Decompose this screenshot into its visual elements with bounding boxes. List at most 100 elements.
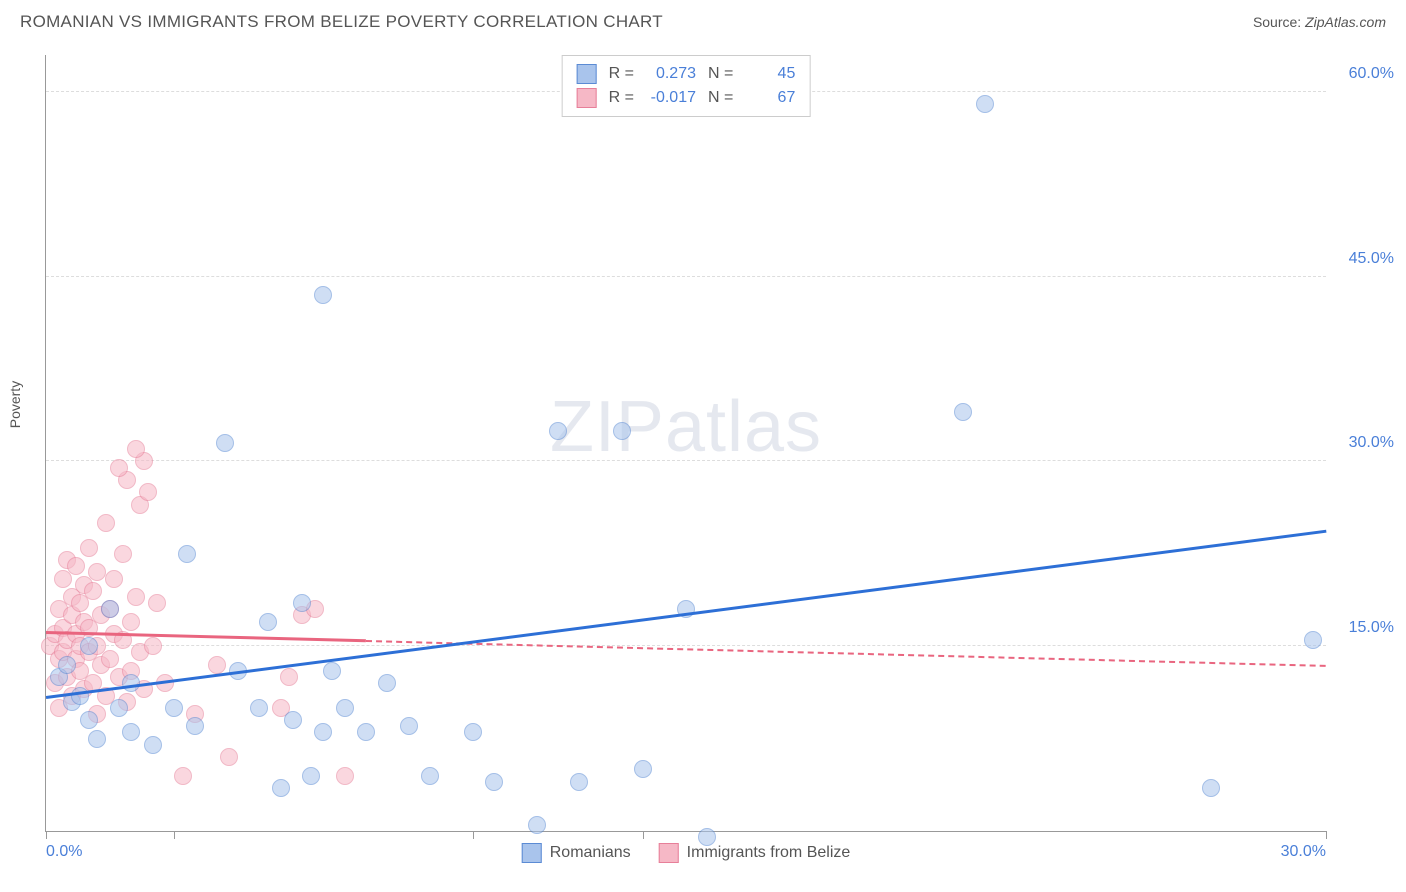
data-point-romanians (186, 717, 204, 735)
data-point-romanians (165, 699, 183, 717)
data-point-romanians (259, 613, 277, 631)
data-point-belize (67, 557, 85, 575)
gridline (46, 460, 1326, 461)
data-point-romanians (122, 723, 140, 741)
data-point-romanians (1304, 631, 1322, 649)
swatch-belize (659, 843, 679, 863)
data-point-romanians (323, 662, 341, 680)
data-point-belize (114, 545, 132, 563)
chart-title: ROMANIAN VS IMMIGRANTS FROM BELIZE POVER… (20, 12, 663, 32)
data-point-romanians (101, 600, 119, 618)
x-tick (473, 831, 474, 839)
data-point-belize (127, 440, 145, 458)
data-point-romanians (144, 736, 162, 754)
source-label: Source: (1253, 14, 1301, 30)
data-point-romanians (613, 422, 631, 440)
data-point-belize (280, 668, 298, 686)
data-point-romanians (421, 767, 439, 785)
x-tick (46, 831, 47, 839)
gridline (46, 645, 1326, 646)
y-tick-label: 45.0% (1349, 250, 1394, 268)
data-point-romanians (400, 717, 418, 735)
gridline (46, 276, 1326, 277)
watermark-part2: atlas (665, 387, 822, 467)
data-point-romanians (178, 545, 196, 563)
data-point-romanians (250, 699, 268, 717)
data-point-belize (208, 656, 226, 674)
swatch-romanians (522, 843, 542, 863)
data-point-belize (97, 514, 115, 532)
r-label: R = (609, 89, 634, 107)
data-point-romanians (80, 637, 98, 655)
source-value: ZipAtlas.com (1305, 14, 1386, 30)
n-label: N = (708, 65, 733, 83)
data-point-belize (148, 594, 166, 612)
r-label: R = (609, 65, 634, 83)
watermark: ZIPatlas (550, 386, 822, 468)
data-point-romanians (284, 711, 302, 729)
data-point-romanians (528, 816, 546, 834)
data-point-belize (174, 767, 192, 785)
data-point-romanians (80, 711, 98, 729)
data-point-belize (336, 767, 354, 785)
legend-row-belize: R = -0.017 N = 67 (577, 86, 796, 110)
data-point-romanians (336, 699, 354, 717)
r-value-belize: -0.017 (646, 89, 696, 107)
watermark-part1: ZIP (550, 387, 665, 467)
data-point-belize (101, 650, 119, 668)
data-point-romanians (110, 699, 128, 717)
legend-row-romanians: R = 0.273 N = 45 (577, 62, 796, 86)
data-point-belize (88, 563, 106, 581)
data-point-belize (127, 588, 145, 606)
data-point-romanians (976, 95, 994, 113)
y-axis-title: Poverty (7, 380, 23, 427)
data-point-romanians (58, 656, 76, 674)
data-point-romanians (570, 773, 588, 791)
x-tick (174, 831, 175, 839)
data-point-romanians (71, 687, 89, 705)
correlation-legend: R = 0.273 N = 45 R = -0.017 N = 67 (562, 55, 811, 117)
data-point-romanians (485, 773, 503, 791)
data-point-romanians (549, 422, 567, 440)
x-tick-label: 0.0% (46, 843, 82, 861)
legend-label-belize: Immigrants from Belize (687, 844, 851, 862)
y-tick-label: 60.0% (1349, 65, 1394, 83)
data-point-belize (139, 483, 157, 501)
x-tick (1326, 831, 1327, 839)
legend-item-belize: Immigrants from Belize (659, 843, 851, 863)
data-point-romanians (302, 767, 320, 785)
trend-line-romanians (46, 529, 1326, 698)
swatch-belize (577, 88, 597, 108)
data-point-belize (84, 582, 102, 600)
data-point-romanians (698, 828, 716, 846)
x-tick (643, 831, 644, 839)
y-tick-label: 30.0% (1349, 434, 1394, 452)
n-value-romanians: 45 (745, 65, 795, 83)
data-point-belize (80, 539, 98, 557)
data-point-romanians (293, 594, 311, 612)
data-point-romanians (88, 730, 106, 748)
trend-line-belize (366, 640, 1326, 667)
y-tick-label: 15.0% (1349, 619, 1394, 637)
data-point-romanians (378, 674, 396, 692)
n-label: N = (708, 89, 733, 107)
data-point-romanians (464, 723, 482, 741)
source-attribution: Source: ZipAtlas.com (1253, 14, 1386, 30)
data-point-romanians (1202, 779, 1220, 797)
r-value-romanians: 0.273 (646, 65, 696, 83)
swatch-romanians (577, 64, 597, 84)
series-legend: Romanians Immigrants from Belize (522, 843, 851, 863)
data-point-belize (110, 459, 128, 477)
legend-item-romanians: Romanians (522, 843, 631, 863)
data-point-belize (220, 748, 238, 766)
data-point-romanians (357, 723, 375, 741)
data-point-romanians (954, 403, 972, 421)
x-tick-label: 30.0% (1281, 843, 1326, 861)
data-point-romanians (272, 779, 290, 797)
legend-label-romanians: Romanians (550, 844, 631, 862)
data-point-belize (105, 570, 123, 588)
data-point-belize (122, 613, 140, 631)
plot-area: ZIPatlas R = 0.273 N = 45 R = -0.017 N =… (45, 55, 1326, 832)
chart-container: Poverty ZIPatlas R = 0.273 N = 45 R = -0… (45, 55, 1326, 832)
data-point-romanians (634, 760, 652, 778)
